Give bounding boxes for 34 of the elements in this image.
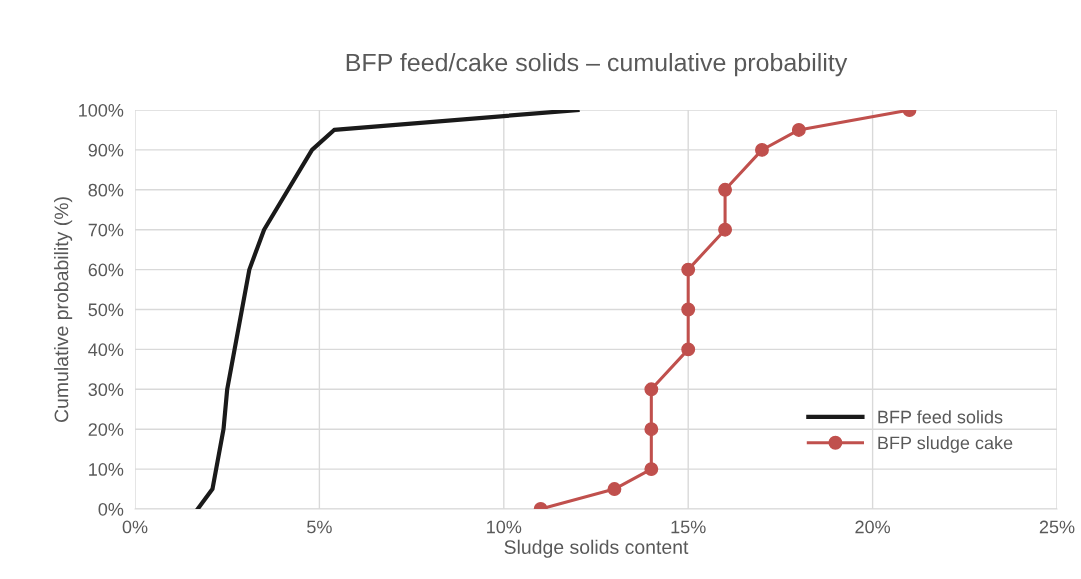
x-tick-label: 0% (122, 520, 148, 534)
y-tick-label: 0% (98, 502, 124, 516)
point (644, 462, 659, 477)
point (681, 342, 696, 357)
y-tick-label: 80% (88, 183, 124, 197)
y-tick-label: 90% (88, 143, 124, 157)
y-tick-label: 20% (88, 423, 124, 436)
point (718, 182, 733, 197)
point (681, 302, 696, 317)
line-series (195, 110, 580, 509)
point (718, 222, 733, 237)
point (791, 123, 806, 137)
x-tick-label: 25% (1039, 520, 1075, 534)
point (644, 422, 659, 437)
legend-label: BFP feed solids (878, 410, 1003, 424)
point (607, 482, 622, 496)
y-tick-label: 50% (88, 303, 124, 317)
point (644, 382, 659, 397)
legend-label: BFP sludge cake (878, 436, 1013, 453)
chart-title: BFP feed/cake solids – cumulative probability (346, 52, 848, 77)
x-tick-label: 10% (487, 520, 522, 534)
x-tick-label: 20% (855, 520, 891, 534)
x-tick-label: 5% (307, 520, 332, 534)
y-tick-label: 30% (88, 383, 124, 397)
point (681, 262, 696, 277)
y-tick-label: 70% (88, 223, 124, 237)
x-tick-label: 15% (671, 520, 706, 534)
y-tick-label: 100% (79, 103, 124, 117)
y-axis-title: Cumulative probability (%) (54, 197, 73, 422)
y-tick-label: 60% (88, 263, 124, 277)
y-tick-label: 40% (88, 343, 124, 357)
x-axis-title: Sludge solids content (504, 539, 689, 558)
y-tick-label: 10% (89, 463, 124, 476)
point (755, 142, 769, 157)
